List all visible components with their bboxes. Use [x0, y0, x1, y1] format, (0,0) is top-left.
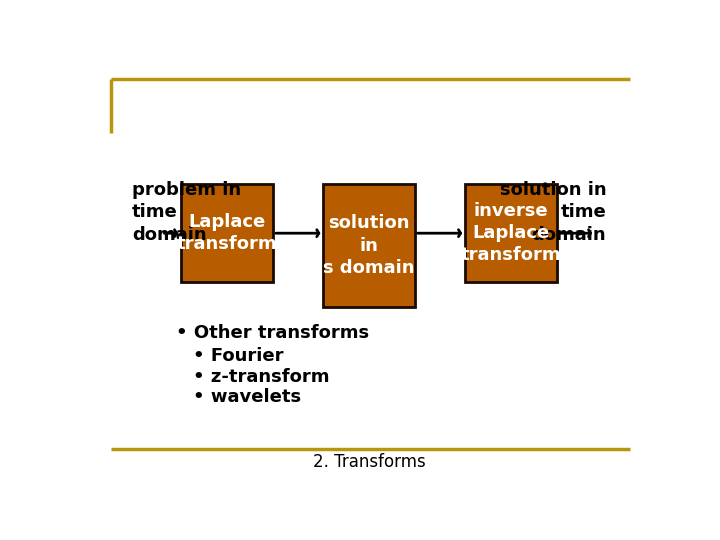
- Text: • wavelets: • wavelets: [193, 388, 302, 407]
- FancyBboxPatch shape: [181, 184, 273, 282]
- Text: • z-transform: • z-transform: [193, 368, 330, 386]
- Text: • Fourier: • Fourier: [193, 347, 284, 365]
- FancyBboxPatch shape: [465, 184, 557, 282]
- Text: problem in
time
domain: problem in time domain: [132, 181, 241, 244]
- Text: Laplace
transform: Laplace transform: [176, 213, 277, 253]
- Text: solution in
time
domain: solution in time domain: [500, 181, 606, 244]
- Text: solution
in
s domain: solution in s domain: [323, 214, 415, 277]
- Text: inverse
Laplace
transform: inverse Laplace transform: [461, 202, 562, 265]
- Text: 2. Transforms: 2. Transforms: [312, 453, 426, 471]
- Text: • Other transforms: • Other transforms: [176, 324, 369, 342]
- FancyBboxPatch shape: [323, 184, 415, 307]
